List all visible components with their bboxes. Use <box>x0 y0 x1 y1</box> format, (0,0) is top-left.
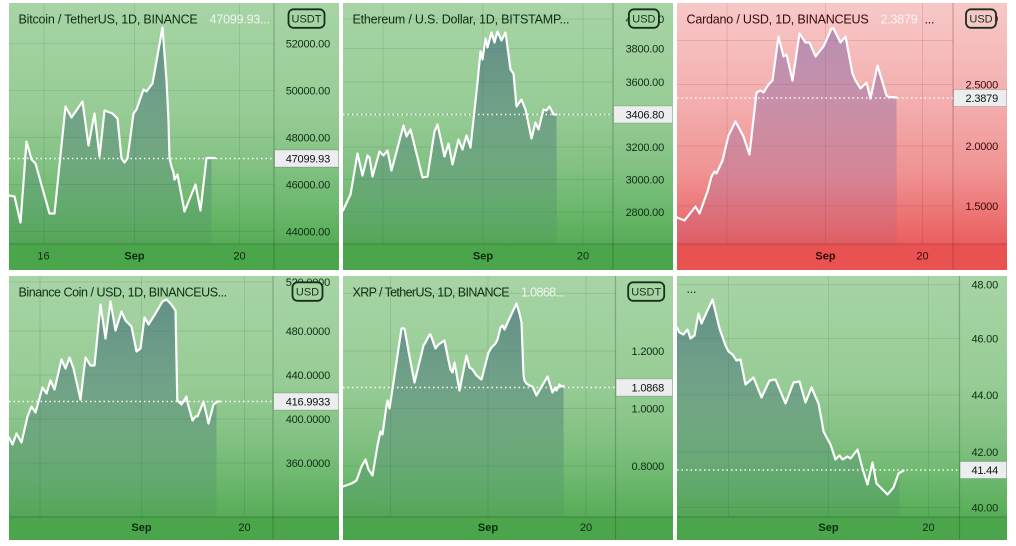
svg-text:Sep: Sep <box>472 250 492 262</box>
svg-text:3406.80: 3406.80 <box>625 109 663 121</box>
svg-text:Sep: Sep <box>815 250 835 262</box>
svg-text:40.00: 40.00 <box>971 502 998 514</box>
svg-text:USD: USD <box>969 13 992 25</box>
svg-text:20: 20 <box>576 250 588 262</box>
svg-text:20: 20 <box>916 250 928 262</box>
svg-text:360.0000: 360.0000 <box>285 458 329 470</box>
svg-text:3000.00: 3000.00 <box>625 174 663 186</box>
svg-text:44.00: 44.00 <box>971 390 998 402</box>
svg-text:0.8000: 0.8000 <box>631 461 664 473</box>
svg-text:USDT: USDT <box>291 13 321 25</box>
svg-text:416.9933: 416.9933 <box>285 396 329 408</box>
svg-text:16: 16 <box>37 250 49 262</box>
svg-text:44000.00: 44000.00 <box>285 226 329 238</box>
svg-text:47099.93: 47099.93 <box>285 153 329 165</box>
svg-text:1.2000: 1.2000 <box>631 346 664 358</box>
svg-text:42.00: 42.00 <box>971 447 998 459</box>
svg-text:Binance Coin / USD, 1D, BINANC: Binance Coin / USD, 1D, BINANCEUS... <box>18 285 226 299</box>
svg-text:2.0000: 2.0000 <box>965 141 998 153</box>
svg-text:1.0868: 1.0868 <box>631 382 664 394</box>
svg-text:USD: USD <box>632 13 655 25</box>
svg-text:2800.00: 2800.00 <box>625 207 663 219</box>
svg-text:USDT: USDT <box>631 286 661 298</box>
svg-text:440.0000: 440.0000 <box>285 370 329 382</box>
svg-text:41.44: 41.44 <box>971 465 998 477</box>
svg-text:Sep: Sep <box>124 250 144 262</box>
svg-text:Sep: Sep <box>131 522 151 534</box>
svg-text:Bitcoin / TetherUS, 1D, BINANC: Bitcoin / TetherUS, 1D, BINANCE 47099.93.… <box>18 12 269 26</box>
svg-text:3200.00: 3200.00 <box>625 142 663 154</box>
svg-text:3800.00: 3800.00 <box>625 43 663 55</box>
svg-text:Sep: Sep <box>477 522 497 534</box>
svg-text:20: 20 <box>579 522 591 534</box>
svg-text:1.0000: 1.0000 <box>631 403 664 415</box>
svg-text:3600.00: 3600.00 <box>625 77 663 89</box>
svg-text:52000.00: 52000.00 <box>285 38 329 50</box>
svg-text:50000.00: 50000.00 <box>285 85 329 97</box>
svg-text:46.00: 46.00 <box>971 333 998 345</box>
svg-text:Sep: Sep <box>818 522 838 534</box>
svg-text:400.0000: 400.0000 <box>285 414 329 426</box>
svg-text:2.3879: 2.3879 <box>965 93 998 105</box>
svg-text:46000.00: 46000.00 <box>285 179 329 191</box>
svg-text:USD: USD <box>295 286 318 298</box>
svg-text:...: ... <box>686 282 696 296</box>
svg-text:Ethereum / U.S. Dollar, 1D, BI: Ethereum / U.S. Dollar, 1D, BITSTAMP... <box>352 12 569 26</box>
svg-text:20: 20 <box>922 522 934 534</box>
svg-text:48000.00: 48000.00 <box>285 132 329 144</box>
svg-text:20: 20 <box>238 522 250 534</box>
svg-text:1.5000: 1.5000 <box>965 201 998 213</box>
svg-text:480.0000: 480.0000 <box>285 326 329 338</box>
svg-text:20: 20 <box>233 250 245 262</box>
svg-text:2.5000: 2.5000 <box>965 79 998 91</box>
svg-text:48.00: 48.00 <box>971 279 998 291</box>
